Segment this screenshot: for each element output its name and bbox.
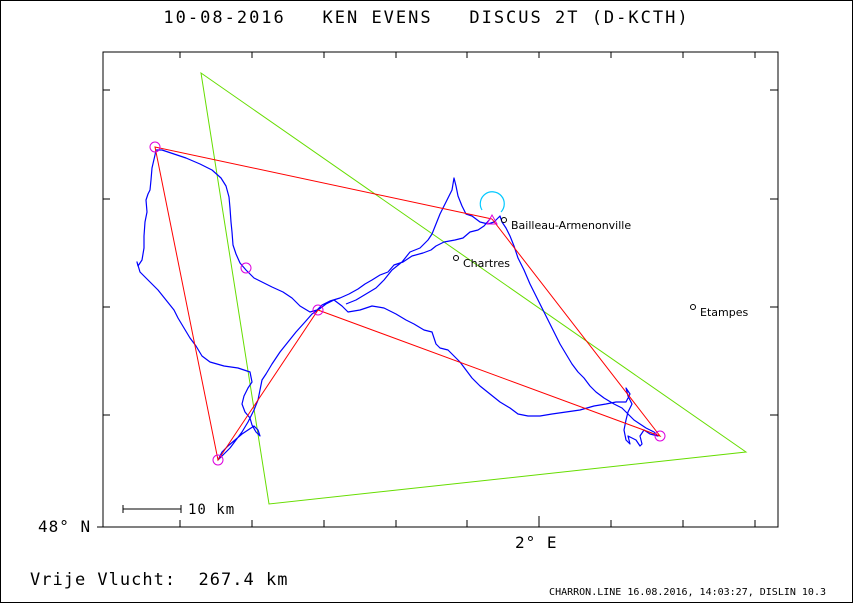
title-pilot: KEN EVENS xyxy=(322,8,433,28)
start-marker xyxy=(486,213,498,225)
tick-marks xyxy=(97,52,778,528)
distance-summary: Vrije Vlucht: 267.4 km xyxy=(30,570,288,590)
turnpoint-marker xyxy=(312,304,324,316)
turnpoints xyxy=(149,141,666,466)
footer-info: CHARRON.LINE 16.08.2016, 14:03:27, DISLI… xyxy=(549,587,826,598)
fai-triangle xyxy=(200,71,748,505)
place-label-etampes: Etampes xyxy=(700,306,748,319)
longitude-label: 2° E xyxy=(515,533,558,552)
latitude-label: 48° N xyxy=(38,517,91,536)
flight-title: 10-08-2016 KEN EVENS DISCUS 2T (D-KCTH) xyxy=(0,8,853,28)
distance-label: Vrije Vlucht: xyxy=(30,570,177,590)
places: Bailleau-Armenonville Chartres Etampes xyxy=(453,217,748,319)
task-route xyxy=(154,146,662,462)
place-label-bailleau: Bailleau-Armenonville xyxy=(511,219,631,232)
title-glider: DISCUS 2T (D-KCTH) xyxy=(469,8,690,28)
place-marker xyxy=(690,304,696,310)
turnpoint-marker xyxy=(149,141,161,153)
title-date: 10-08-2016 xyxy=(163,8,286,28)
map-area xyxy=(102,51,779,528)
place-marker xyxy=(453,255,459,261)
distance-value: 267.4 km xyxy=(198,570,289,590)
scale-label: 10 km xyxy=(188,502,235,518)
place-marker xyxy=(501,217,507,223)
turnpoint-marker xyxy=(654,430,666,442)
turnpoint-marker xyxy=(212,454,224,466)
scale-bar: 10 km xyxy=(122,502,235,518)
flight-track xyxy=(136,149,659,461)
place-label-chartres: Chartres xyxy=(463,257,510,270)
turnpoint-marker xyxy=(240,262,252,274)
start-cylinder xyxy=(479,191,505,213)
